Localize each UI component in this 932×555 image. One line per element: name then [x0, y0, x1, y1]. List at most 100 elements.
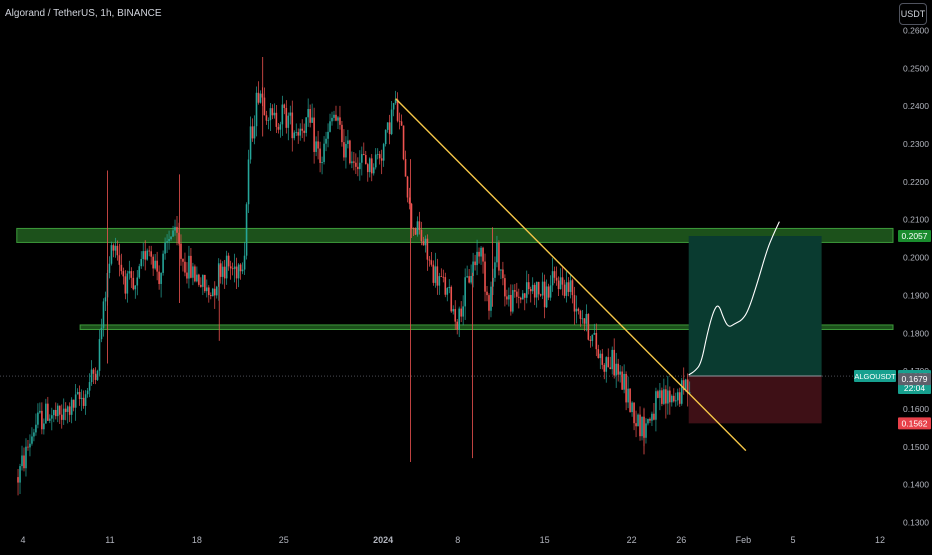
x-tick-label: 5 — [791, 535, 796, 545]
candle — [353, 151, 355, 171]
candle — [259, 90, 262, 104]
candle — [575, 295, 578, 324]
candle — [184, 252, 186, 277]
candle-body — [688, 392, 691, 394]
candle — [162, 250, 164, 276]
candle-body — [337, 117, 339, 121]
candle-body — [213, 288, 216, 296]
candle — [307, 98, 309, 127]
y-tick-label: 0.2000 — [903, 253, 929, 263]
candle — [508, 287, 510, 307]
candle — [410, 202, 413, 238]
candle — [132, 270, 135, 291]
candle-body — [432, 264, 435, 283]
candle — [84, 390, 87, 415]
candle — [378, 151, 381, 165]
candle — [368, 157, 371, 178]
candle — [559, 268, 562, 290]
candle — [243, 241, 246, 276]
candle — [273, 103, 276, 119]
candle-body — [130, 271, 133, 278]
currency-button[interactable]: USDT — [899, 3, 927, 25]
candle — [349, 139, 351, 165]
candle — [611, 346, 614, 375]
candles-layer — [17, 56, 691, 496]
candle-body — [172, 230, 174, 237]
candle-body — [627, 388, 629, 403]
candle — [186, 262, 188, 284]
candle-body — [386, 122, 389, 130]
candle-body — [62, 408, 65, 420]
y-tick-label: 0.2400 — [903, 101, 929, 111]
candle-body — [370, 158, 373, 174]
candle-body — [625, 373, 627, 403]
candle-body — [124, 276, 127, 294]
candle-body — [160, 272, 162, 284]
candle — [655, 387, 657, 432]
candle-body — [154, 260, 156, 269]
candle — [623, 364, 625, 394]
candle-body — [33, 432, 35, 437]
candle-body — [100, 327, 103, 340]
x-tick-label: 22 — [627, 535, 637, 545]
candle-body — [547, 286, 550, 298]
support-zone[interactable] — [79, 324, 894, 330]
candle-body — [476, 251, 478, 266]
candle — [543, 274, 546, 319]
loss-zone[interactable] — [688, 376, 822, 424]
candle — [253, 115, 256, 145]
candle — [418, 211, 421, 235]
y-tick-label: 0.2200 — [903, 177, 929, 187]
candle — [182, 258, 184, 272]
candle — [490, 281, 492, 318]
candle — [241, 262, 244, 275]
candle-body — [661, 390, 663, 404]
candle — [96, 369, 99, 382]
candle — [667, 375, 669, 415]
profit-zone[interactable] — [688, 236, 822, 377]
candle-body — [585, 313, 588, 324]
candle — [23, 447, 25, 472]
candle — [227, 252, 230, 271]
candle-body — [98, 339, 101, 371]
y-axis[interactable]: 0.2600 0.2500 0.2400 0.2300 0.2200 0.2100 0.20… — [903, 26, 929, 528]
candle — [297, 128, 300, 144]
trendline[interactable] — [395, 98, 747, 452]
drawing-layer[interactable] — [395, 98, 780, 452]
candle — [245, 202, 248, 260]
candle — [225, 250, 228, 285]
candle — [25, 438, 27, 477]
candle-body — [633, 402, 635, 424]
candle-body — [94, 373, 97, 380]
candle — [665, 385, 667, 419]
candle — [545, 279, 548, 309]
candle — [587, 313, 590, 341]
y-tick-label: 0.1400 — [903, 480, 929, 490]
position-tool[interactable] — [688, 236, 822, 424]
candle-body — [587, 313, 590, 340]
candle-body — [64, 408, 67, 412]
candle — [408, 187, 411, 210]
candle — [486, 286, 488, 302]
x-axis[interactable]: 4 11 18 25 2024 8 15 22 26 Feb 5 12 — [20, 535, 884, 545]
y-tick-label: 0.1800 — [903, 328, 929, 338]
resistance-zone[interactable] — [16, 227, 894, 243]
candle — [283, 103, 286, 115]
candle-body — [448, 286, 451, 289]
candle — [400, 114, 403, 126]
entry-price-label-bg — [898, 373, 931, 386]
candle-body — [665, 389, 667, 404]
candle — [88, 373, 91, 398]
projection-path[interactable] — [688, 221, 780, 376]
x-tick-label: 18 — [192, 535, 202, 545]
candle — [392, 102, 395, 117]
candle-body — [663, 389, 665, 404]
candle-body — [223, 266, 226, 279]
target-price-label: 0.2057 — [898, 230, 931, 243]
candle-body — [535, 281, 538, 298]
candle — [597, 344, 600, 359]
candle — [333, 110, 335, 122]
candle-body — [486, 291, 488, 296]
